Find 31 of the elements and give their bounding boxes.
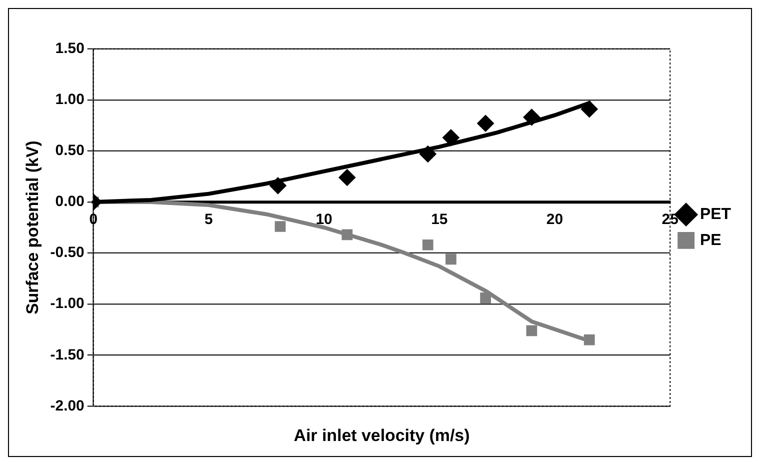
x-tick-label: 10 <box>316 211 332 228</box>
y-tick-label: 0.00 <box>55 193 84 210</box>
x-tick-label: 25 <box>662 211 678 228</box>
y-tick-label: -2.00 <box>50 397 84 414</box>
point <box>419 146 436 162</box>
point <box>523 108 540 126</box>
point <box>446 254 456 265</box>
point <box>477 114 494 132</box>
point <box>584 334 595 346</box>
y-tick-label: -0.50 <box>50 244 84 262</box>
y-tick-label: -1.00 <box>50 295 84 312</box>
point <box>422 239 434 250</box>
point <box>342 229 353 240</box>
x-tick-label: 20 <box>546 211 564 228</box>
point <box>526 325 538 336</box>
point <box>480 292 491 304</box>
y-axis-title: Surface potential (kV) <box>22 140 42 314</box>
x-tick-label: 15 <box>431 211 448 228</box>
legend-label: PET <box>700 206 732 223</box>
point <box>442 129 460 146</box>
point <box>338 169 356 186</box>
y-tick-label: 1.50 <box>55 40 84 57</box>
y-tick-label: 1.00 <box>55 91 84 108</box>
legend-label: PE <box>700 232 722 249</box>
point <box>274 221 286 232</box>
point <box>269 177 286 194</box>
y-tick-label: -1.50 <box>50 346 84 364</box>
x-axis-title: Air inlet velocity (m/s) <box>294 426 470 445</box>
y-tick-label: 0.50 <box>55 142 84 160</box>
point <box>580 100 598 118</box>
x-tick-label: 5 <box>204 211 213 228</box>
